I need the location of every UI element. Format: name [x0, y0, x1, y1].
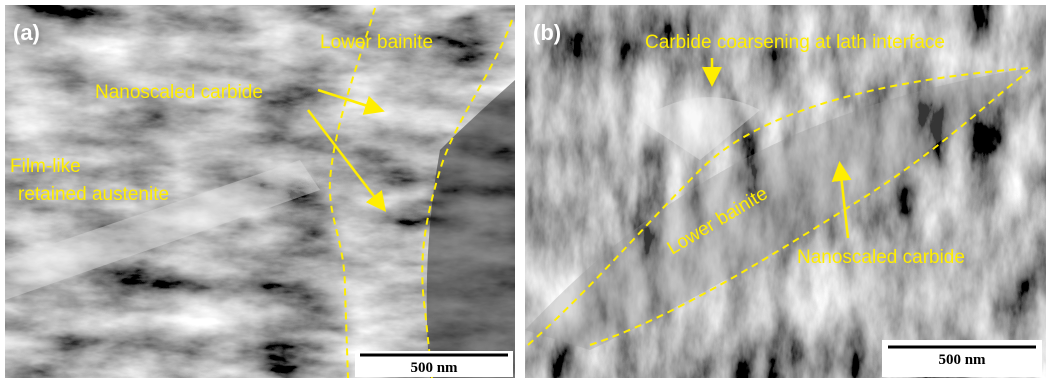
scale-bar-label: 500 nm [410, 360, 458, 376]
annotation: Lower bainite [320, 32, 433, 53]
annotation: Carbide coarsening at lath interface [645, 32, 945, 53]
panel-a: (a) Lower bainite Nanoscaled carbide Fil… [5, 5, 515, 378]
annotation: Nanoscaled carbide [95, 82, 263, 103]
annotation: retained austenite [18, 184, 169, 205]
panel-b: (b) Carbide coarsening at lath interface… [525, 5, 1046, 378]
annotation: Film-like [10, 156, 81, 177]
annotation: Nanoscaled carbide [797, 247, 965, 268]
figure: (a) Lower bainite Nanoscaled carbide Fil… [0, 0, 1051, 380]
panel-label: (b) [533, 20, 561, 45]
panel-label: (a) [13, 20, 40, 45]
page: {"panels": [ {"label": "(a)", "annotatio… [0, 0, 1051, 380]
scale-bar-label: 500 nm [938, 352, 986, 368]
